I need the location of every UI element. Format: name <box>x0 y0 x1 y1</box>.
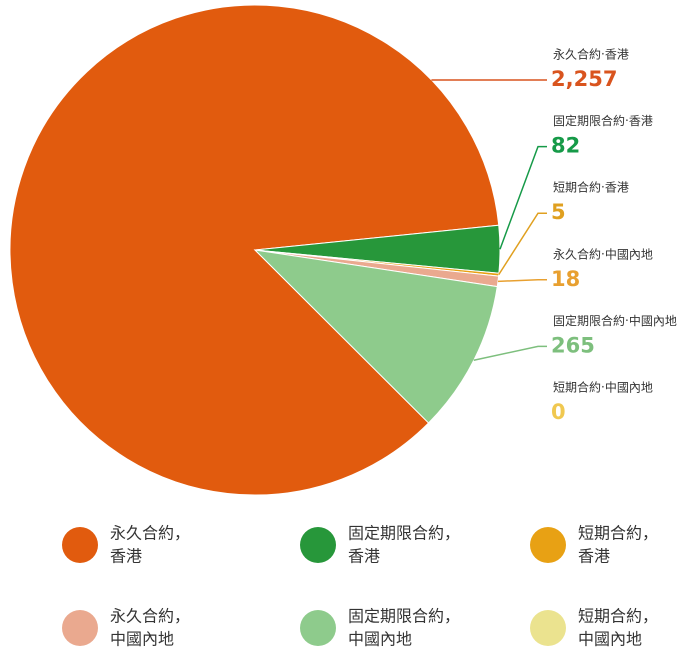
legend-label: 固定期限合約， <box>348 524 460 543</box>
legend-label: 固定期限合約， <box>348 607 460 626</box>
legend-label: 香港 <box>348 547 380 566</box>
slice-label: 短期合約‧香港 <box>553 180 629 195</box>
leader-line <box>498 212 547 276</box>
slice-value: 82 <box>551 134 580 158</box>
slice-label: 短期合約‧中國內地 <box>553 380 653 395</box>
legend-label: 中國內地 <box>110 630 174 649</box>
legend-label: 永久合約， <box>110 607 190 626</box>
slice-value: 0 <box>551 400 566 424</box>
leader-line <box>497 279 547 283</box>
legend-swatch <box>62 527 98 563</box>
legend-label: 短期合約， <box>578 524 658 543</box>
slice-value: 2,257 <box>551 67 617 91</box>
slice-label: 永久合約‧中國內地 <box>553 246 653 261</box>
legend-swatch <box>300 610 336 646</box>
legend-swatch <box>300 527 336 563</box>
legend-label: 中國內地 <box>348 630 412 649</box>
legend-label: 永久合約， <box>110 524 190 543</box>
pie-slice <box>253 249 498 424</box>
legend-label: 香港 <box>578 547 610 566</box>
legend-swatch <box>530 610 566 646</box>
slice-label: 固定期限合約‧香港 <box>553 113 653 128</box>
slice-value: 265 <box>551 333 595 357</box>
legend-swatch <box>62 610 98 646</box>
slice-label: 永久合約‧香港 <box>553 47 629 62</box>
slice-value: 5 <box>551 200 566 224</box>
legend-label: 中國內地 <box>578 630 642 649</box>
legend-label: 短期合約， <box>578 607 658 626</box>
slice-value: 18 <box>551 267 580 291</box>
legend-swatch <box>530 527 566 563</box>
slice-label: 固定期限合約‧中國內地 <box>553 313 677 328</box>
leader-line <box>499 145 547 250</box>
legend-label: 香港 <box>110 547 142 566</box>
leader-line <box>473 345 547 361</box>
